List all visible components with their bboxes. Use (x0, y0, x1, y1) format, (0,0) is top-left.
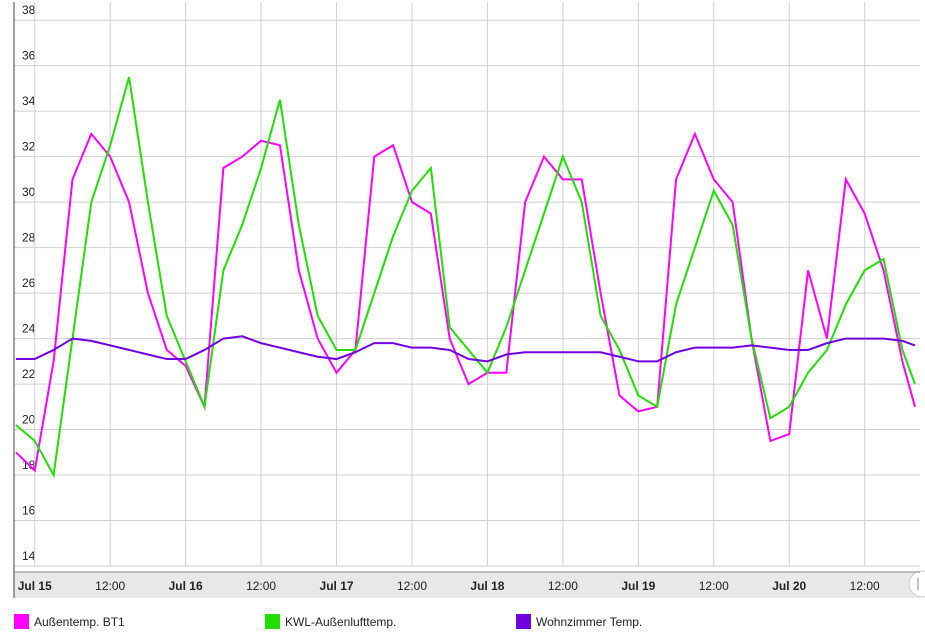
y-tick-label: 30 (22, 185, 36, 199)
scroll-handle[interactable] (908, 570, 925, 598)
x-tick-label: 12:00 (397, 579, 427, 593)
x-tick-label: 12:00 (699, 579, 729, 593)
y-tick-label: 24 (22, 322, 36, 336)
x-tick-label: Jul 19 (621, 579, 655, 593)
series-line (15, 335, 916, 363)
y-tick-label: 28 (22, 231, 36, 245)
x-tick-label: 12:00 (850, 579, 880, 593)
y-tick-label: 22 (22, 367, 36, 381)
x-tick-label: Jul 18 (470, 579, 504, 593)
legend-swatch (265, 614, 280, 629)
x-tick-label: Jul 20 (772, 579, 806, 593)
series-line (15, 76, 916, 479)
x-tick-label: Jul 15 (18, 579, 52, 593)
legend-swatch (516, 614, 531, 629)
legend-swatch (14, 614, 29, 629)
x-tick-label: 12:00 (548, 579, 578, 593)
y-tick-label: 16 (22, 504, 36, 518)
x-tick-label: 12:00 (246, 579, 276, 593)
legend-label: KWL-Außenlufttemp. (285, 615, 396, 629)
y-tick-label: 38 (22, 3, 36, 17)
y-tick-label: 34 (22, 94, 36, 108)
series-line (15, 131, 916, 473)
x-tick-label: Jul 16 (169, 579, 203, 593)
x-tick-label: Jul 17 (320, 579, 354, 593)
legend-label: Wohnzimmer Temp. (536, 615, 642, 629)
legend-label: Außentemp. BT1 (34, 615, 125, 629)
y-tick-label: 36 (22, 49, 36, 63)
y-tick-label: 20 (22, 413, 36, 427)
x-axis-band (14, 572, 920, 598)
y-tick-label: 32 (22, 140, 36, 154)
y-tick-label: 26 (22, 276, 36, 290)
x-tick-label: 12:00 (95, 579, 125, 593)
y-tick-label: 14 (22, 549, 36, 563)
